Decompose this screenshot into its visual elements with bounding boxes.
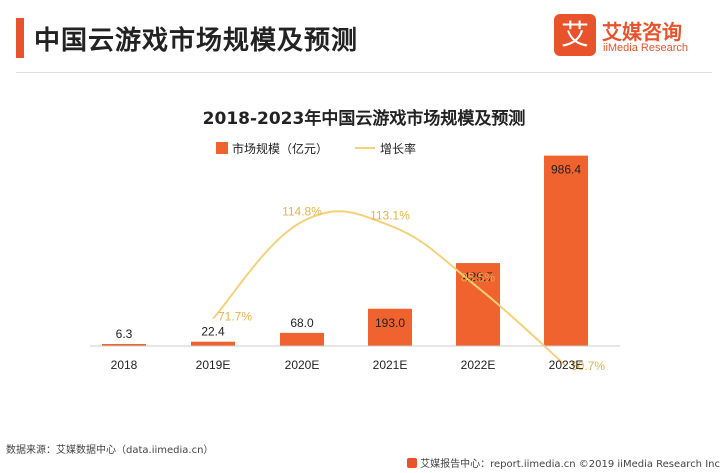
growth-rate-label: 114.8% (282, 205, 322, 219)
growth-rate-label: 113.1% (370, 209, 410, 223)
report-footer: 艾媒报告中心：report.iimedia.cn ©2019 iiMedia R… (407, 455, 720, 470)
bar-value-label: 22.4 (201, 325, 225, 339)
bar (544, 155, 588, 346)
x-tick-label: 2019E (196, 358, 231, 372)
title-accent-bar (16, 18, 24, 58)
bar (191, 341, 235, 346)
page-title: 中国云游戏市场规模及预测 (34, 26, 359, 56)
growth-rate-label: 85.5% (461, 271, 495, 285)
x-tick-label: 2022E (461, 358, 496, 372)
report-footer-text: 艾媒报告中心：report.iimedia.cn ©2019 iiMedia R… (420, 459, 720, 470)
x-tick-label: 2023E (549, 358, 584, 372)
x-tick-label: 2021E (373, 358, 408, 372)
bar (368, 308, 412, 346)
chart-title: 2018-2023年中国云游戏市场规模及预测 (203, 108, 526, 129)
legend-bar-label: 市场规模（亿元） (232, 141, 328, 156)
brand-block: 艾 艾媒咨询 iiMedia Research (554, 14, 714, 60)
x-tick-label: 2018 (111, 358, 138, 372)
legend-line-label: 增长率 (380, 141, 416, 156)
bar (102, 344, 146, 346)
brand-logo-icon: 艾 (554, 14, 596, 56)
legend-bar-swatch (216, 142, 228, 154)
chart-legend: 市场规模（亿元） 增长率 (216, 141, 416, 156)
growth-rate-label: 71.7% (218, 310, 252, 324)
bar (280, 332, 324, 346)
bar (456, 263, 500, 346)
report-logo-icon (407, 458, 418, 468)
bar-value-label: 986.4 (551, 163, 581, 177)
x-tick-label: 2020E (285, 358, 320, 372)
header-divider (16, 72, 712, 73)
growth-line (212, 210, 567, 367)
growth-rate-label: 50.7% (571, 359, 605, 373)
brand-name: 艾媒咨询 (602, 20, 682, 44)
brand-english-name: iiMedia Research (603, 42, 688, 54)
x-axis-ticks: 2018 2019E 2020E 2021E 2022E 2023E (111, 358, 584, 372)
data-source-note: 数据来源：艾媒数据中心（data.iimedia.cn） (6, 445, 214, 456)
bar-value-label: 68.0 (290, 316, 314, 330)
growth-line-series: 71.7% 114.8% 113.1% 85.5% 50.7% (212, 205, 605, 373)
bar-value-label: 193.0 (375, 316, 405, 330)
bar-value-label: 6.3 (116, 327, 133, 341)
